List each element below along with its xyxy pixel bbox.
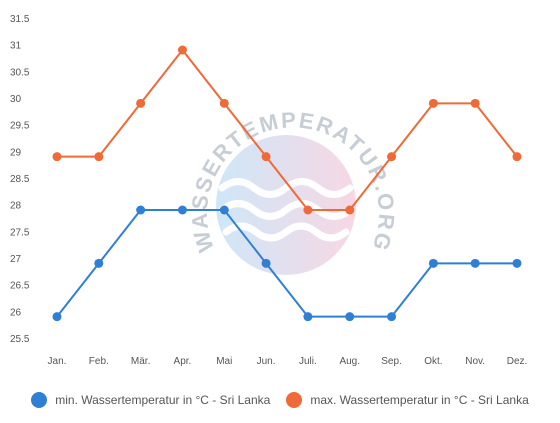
y-tick-label: 28: [10, 201, 22, 212]
x-tick-label: Jun.: [257, 356, 276, 367]
y-tick-label: 30.5: [10, 67, 30, 78]
data-point[interactable]: [52, 312, 62, 322]
data-point[interactable]: [219, 98, 229, 108]
x-tick-label: Dez.: [507, 356, 528, 367]
data-point[interactable]: [177, 205, 187, 215]
series-line-0: [56, 209, 517, 318]
x-tick-label: Aug.: [339, 356, 360, 367]
y-tick-label: 25.5: [10, 334, 30, 345]
data-point[interactable]: [470, 258, 480, 268]
data-point[interactable]: [261, 258, 271, 268]
data-point[interactable]: [94, 152, 104, 162]
legend-marker-min: [31, 392, 48, 408]
data-point[interactable]: [94, 258, 104, 268]
data-point[interactable]: [345, 312, 355, 322]
y-tick-label: 31: [10, 41, 22, 52]
legend-label-max: max. Wassertemperatur in °C - Sri Lanka: [310, 393, 529, 407]
data-point[interactable]: [387, 152, 397, 162]
y-tick-label: 29.5: [10, 121, 30, 132]
data-point[interactable]: [387, 312, 397, 322]
y-tick-label: 26.5: [10, 281, 30, 292]
data-point[interactable]: [261, 152, 271, 162]
x-tick-label: Apr.: [174, 356, 192, 367]
watermark-logo: WASSERTEMPERATUR.ORG: [187, 107, 397, 275]
x-tick-label: Nov.: [465, 356, 485, 367]
y-tick-label: 27: [10, 254, 22, 265]
y-axis: 25.5 26 26.5 27 27.5 28 28.5 29 29.5 30 30.5 31 31.5: [10, 14, 30, 345]
data-point[interactable]: [136, 98, 146, 108]
data-point[interactable]: [177, 45, 187, 55]
legend-marker-max: [286, 392, 303, 408]
y-tick-label: 29: [10, 147, 22, 158]
legend-item-max[interactable]: max. Wassertemperatur in °C - Sri Lanka: [286, 392, 529, 408]
y-tick-label: 28.5: [10, 174, 30, 185]
x-tick-label: Feb.: [89, 356, 109, 367]
y-tick-label: 27.5: [10, 227, 30, 238]
data-point[interactable]: [303, 312, 313, 322]
x-tick-label: Mai: [216, 356, 232, 367]
y-tick-label: 26: [10, 307, 22, 318]
data-point[interactable]: [512, 152, 522, 162]
data-point[interactable]: [512, 258, 522, 268]
data-point[interactable]: [428, 98, 438, 108]
x-tick-label: Juli.: [299, 356, 317, 367]
x-axis: Jan. Feb. Mär. Apr. Mai Jun. Juli. Aug. Sep. Okt.…: [48, 356, 528, 367]
series-lines: [56, 48, 518, 318]
legend-item-min[interactable]: min. Wassertemperatur in °C - Sri Lanka: [31, 392, 270, 408]
legend-label-min: min. Wassertemperatur in °C - Sri Lanka: [55, 393, 271, 407]
data-point[interactable]: [470, 98, 480, 108]
data-point[interactable]: [428, 258, 438, 268]
x-tick-label: Sep.: [381, 356, 402, 367]
series-points: [52, 45, 522, 322]
data-point[interactable]: [303, 205, 313, 215]
data-point[interactable]: [52, 152, 62, 162]
data-point[interactable]: [345, 205, 355, 215]
x-tick-label: Okt.: [424, 356, 442, 367]
chart-legend: min. Wassertemperatur in °C - Sri Lanka …: [0, 392, 560, 408]
y-tick-label: 31.5: [10, 14, 30, 25]
y-tick-label: 30: [10, 94, 22, 105]
x-tick-label: Jan.: [48, 356, 67, 367]
data-point[interactable]: [136, 205, 146, 215]
x-tick-label: Mär.: [131, 356, 150, 367]
data-point[interactable]: [219, 205, 229, 215]
series-line-1: [57, 48, 518, 211]
